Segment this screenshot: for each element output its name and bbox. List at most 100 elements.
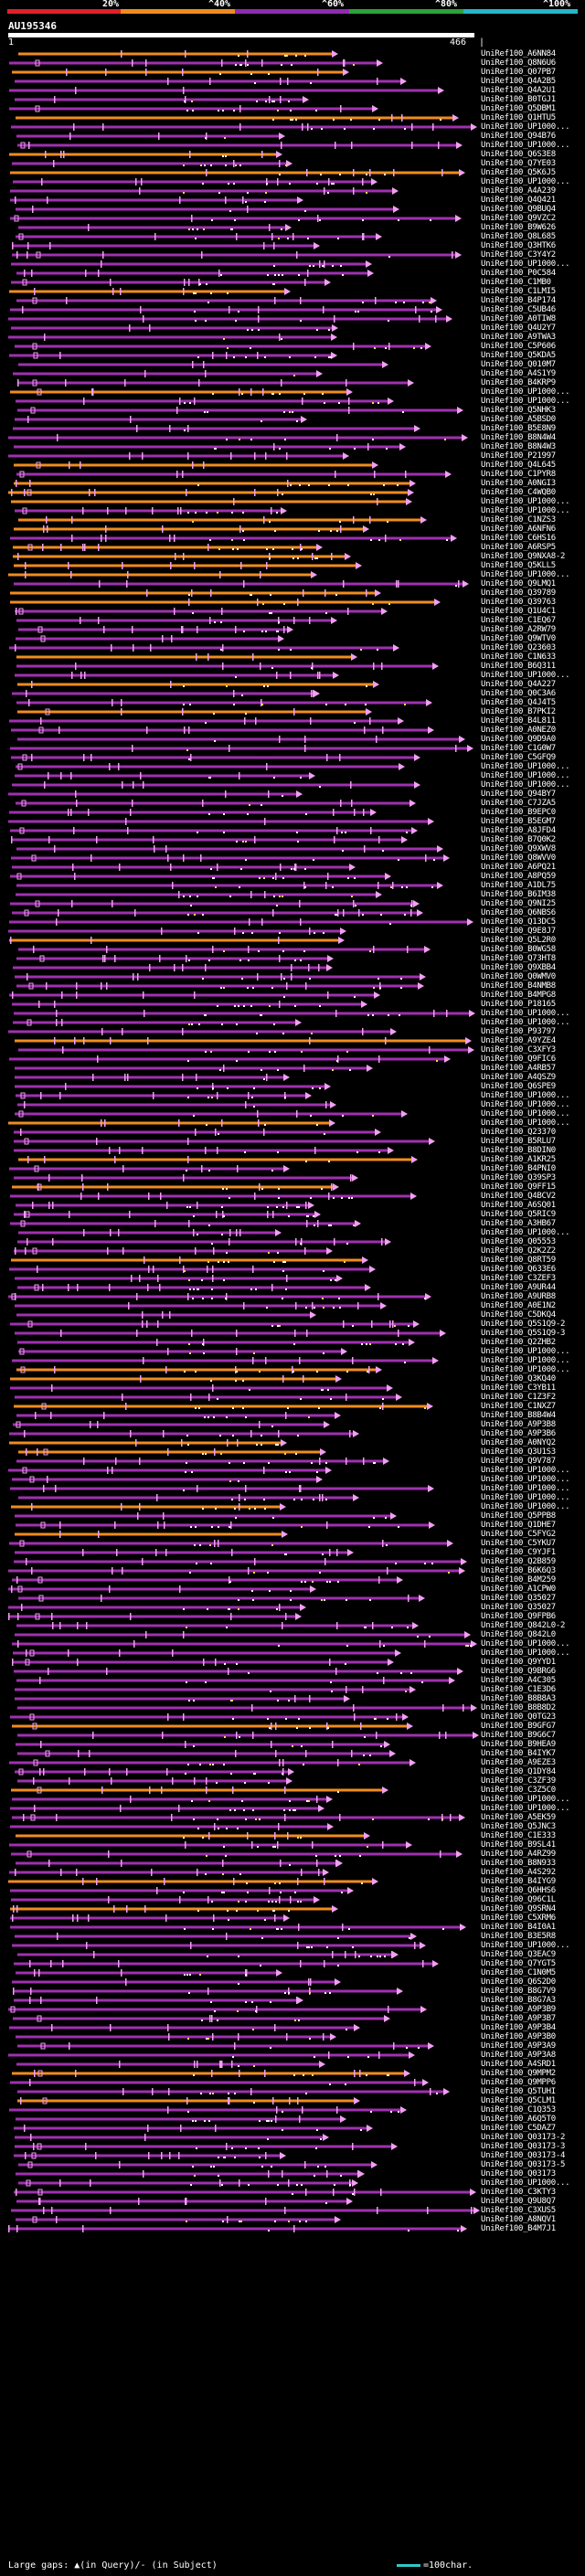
hit-label[interactable]: UniRef100_B3E5R8 [481, 1932, 556, 1941]
hit-label[interactable]: UniRef100_C1MB0 [481, 278, 551, 287]
hit-label[interactable]: UniRef100_Q73HT8 [481, 954, 556, 963]
hit-label[interactable]: UniRef100_A3HB67 [481, 1219, 556, 1228]
hit-label[interactable]: UniRef100_C1Z3F2 [481, 1393, 556, 1402]
hit-label[interactable]: UniRef100_Q03173-3 [481, 2142, 566, 2151]
hit-label[interactable]: UniRef100_Q03173-5 [481, 2160, 566, 2169]
hit-label[interactable]: UniRef100_B4MPG8 [481, 991, 556, 1000]
hit-label[interactable]: UniRef100_UP1000... [481, 1466, 570, 1475]
hit-label[interactable]: UniRef100_C5DAZ7 [481, 2124, 556, 2133]
hit-label[interactable]: UniRef100_B8N933 [481, 1859, 556, 1868]
hit-label[interactable]: UniRef100_B6Q311 [481, 662, 556, 671]
hit-label[interactable]: UniRef100_UP1000... [481, 1347, 570, 1356]
hit-label[interactable]: UniRef100_B0WG58 [481, 945, 556, 954]
hit-label[interactable]: UniRef100_Q6SPE9 [481, 1082, 556, 1091]
hit-label[interactable]: UniRef100_B8N4W3 [481, 442, 556, 451]
hit-label[interactable]: UniRef100_A6RSP5 [481, 543, 556, 552]
hit-label[interactable]: UniRef100_A6NFN6 [481, 525, 556, 534]
hit-label[interactable]: UniRef100_A0NGI3 [481, 479, 556, 488]
hit-label[interactable]: UniRef100_Q1DY84 [481, 1767, 556, 1776]
hit-label[interactable]: UniRef100_C1EQ67 [481, 616, 556, 625]
hit-label[interactable]: UniRef100_Q23370 [481, 1128, 556, 1137]
hit-label[interactable]: UniRef100_Q94BY7 [481, 790, 556, 799]
hit-label[interactable]: UniRef100_C6HS16 [481, 534, 556, 543]
hit-label[interactable]: UniRef100_A4QSZ9 [481, 1073, 556, 1082]
hit-label[interactable]: UniRef100_UP1000... [481, 1228, 570, 1237]
hit-label[interactable]: UniRef100_A9P3A9 [481, 2041, 556, 2051]
hit-label[interactable]: UniRef100_C3XUS5 [481, 2206, 556, 2215]
hit-label[interactable]: UniRef100_Q5PPB8 [481, 1511, 556, 1521]
hit-label[interactable]: UniRef100_UP1000... [481, 506, 570, 515]
hit-label[interactable]: UniRef100_A5BSD0 [481, 415, 556, 424]
hit-label[interactable]: UniRef100_Q8L685 [481, 232, 556, 241]
hit-label[interactable]: UniRef100_C5XRM6 [481, 1913, 556, 1923]
hit-label[interactable]: UniRef100_A0E1N2 [481, 1301, 556, 1310]
hit-label[interactable]: UniRef100_Q9VZC2 [481, 214, 556, 223]
hit-label[interactable]: UniRef100_UP1000... [481, 260, 570, 269]
hit-label[interactable]: UniRef100_C1G0W7 [481, 744, 556, 753]
hit-label[interactable]: UniRef100_A4RB57 [481, 1064, 556, 1073]
hit-label[interactable]: UniRef100_Q3KQ40 [481, 1374, 556, 1383]
hit-label[interactable]: UniRef100_UP1000... [481, 671, 570, 680]
hit-label[interactable]: UniRef100_B9GFG7 [481, 1722, 556, 1731]
hit-label[interactable]: UniRef100_A4A239 [481, 186, 556, 196]
hit-label[interactable]: UniRef100_Q03173-4 [481, 2151, 566, 2160]
hit-label[interactable]: UniRef100_Q9U8Q7 [481, 2197, 556, 2206]
hit-label[interactable]: UniRef100_Q5DBM1 [481, 104, 556, 113]
hit-label[interactable]: UniRef100_C3YB11 [481, 1383, 556, 1393]
hit-label[interactable]: UniRef100_Q9E8J7 [481, 927, 556, 936]
hit-label[interactable]: UniRef100_Q07PB7 [481, 68, 556, 77]
hit-label[interactable]: UniRef100_C7JZA5 [481, 799, 556, 808]
hit-label[interactable]: UniRef100_A9TWA3 [481, 333, 556, 342]
hit-label[interactable]: UniRef100_Q13DC5 [481, 917, 556, 927]
hit-label[interactable]: UniRef100_Q5JNC3 [481, 1822, 556, 1831]
hit-label[interactable]: UniRef100_A9URB8 [481, 1292, 556, 1301]
hit-label[interactable]: UniRef100_C1Q353 [481, 2105, 556, 2115]
hit-label[interactable]: UniRef100_Q4U2Y7 [481, 323, 556, 333]
hit-label[interactable]: UniRef100_Q4J4T5 [481, 698, 556, 707]
hit-label[interactable]: UniRef100_C1LMI5 [481, 287, 556, 296]
hit-label[interactable]: UniRef100_B7Q0K2 [481, 835, 556, 844]
hit-label[interactable]: UniRef100_C1N633 [481, 652, 556, 662]
hit-label[interactable]: UniRef100_Q9XWV8 [481, 844, 556, 853]
hit-label[interactable]: UniRef100_P93797 [481, 1027, 556, 1036]
hit-label[interactable]: UniRef100_Q7YE03 [481, 159, 556, 168]
hit-label[interactable]: UniRef100_A6NN84 [481, 49, 556, 58]
hit-label[interactable]: UniRef100_C5GFQ9 [481, 753, 556, 762]
hit-label[interactable]: UniRef100_B5EGM7 [481, 817, 556, 826]
hit-label[interactable]: UniRef100_C3Y4Y2 [481, 250, 556, 260]
hit-label[interactable]: UniRef100_UP1000... [481, 1493, 570, 1502]
hit-label[interactable]: UniRef100_UP1000... [481, 1502, 570, 1511]
hit-label[interactable]: UniRef100_B4IYK7 [481, 1749, 556, 1758]
hit-label[interactable]: UniRef100_UP1000... [481, 141, 570, 150]
hit-label[interactable]: UniRef100_B9HEA9 [481, 1740, 556, 1749]
hit-label[interactable]: UniRef100_Q9D9A0 [481, 735, 556, 744]
hit-label[interactable]: UniRef100_UP1000... [481, 387, 570, 397]
hit-label[interactable]: UniRef100_A9EZE3 [481, 1758, 556, 1767]
hit-label[interactable]: UniRef100_Q9BUQ4 [481, 205, 556, 214]
hit-label[interactable]: UniRef100_A1KR25 [481, 1155, 556, 1164]
hit-label[interactable]: UniRef100_P18165 [481, 1000, 556, 1009]
hit-label[interactable]: UniRef100_Q5KLL5 [481, 561, 556, 570]
hit-label[interactable]: UniRef100_Q6NBS6 [481, 908, 556, 917]
hit-label[interactable]: UniRef100_B0TGJ1 [481, 95, 556, 104]
hit-label[interactable]: UniRef100_B8DIN0 [481, 1146, 556, 1155]
hit-label[interactable]: UniRef100_B9SL41 [481, 1840, 556, 1850]
hit-label[interactable]: UniRef100_Q0WMV0 [481, 972, 556, 981]
hit-label[interactable]: UniRef100_Q842L0-2 [481, 1621, 566, 1630]
hit-label[interactable]: UniRef100_Q9YYD1 [481, 1658, 556, 1667]
hit-label[interactable]: UniRef100_Q94B76 [481, 132, 556, 141]
hit-label[interactable]: UniRef100_C1NXZ7 [481, 1402, 556, 1411]
hit-label[interactable]: UniRef100_Q6HHS6 [481, 1886, 556, 1895]
hit-label[interactable]: UniRef100_B8B4W4 [481, 1411, 556, 1420]
hit-label[interactable]: UniRef100_B8B8A3 [481, 1694, 556, 1703]
hit-label[interactable]: UniRef100_UP1000... [481, 397, 570, 406]
hit-label[interactable]: UniRef100_C1PYR8 [481, 470, 556, 479]
hit-label[interactable]: UniRef100_Q3EAC9 [481, 1950, 556, 1959]
hit-label[interactable]: UniRef100_UP1000... [481, 1648, 570, 1658]
hit-label[interactable]: UniRef100_A4S1Y9 [481, 369, 556, 378]
hit-label[interactable]: UniRef100_A4SRD1 [481, 2060, 556, 2069]
hit-label[interactable]: UniRef100_Q9SRN4 [481, 1904, 556, 1913]
hit-label[interactable]: UniRef100_A6PQ21 [481, 863, 556, 872]
hit-label[interactable]: UniRef100_B5RLU7 [481, 1137, 556, 1146]
hit-label[interactable]: UniRef100_Q4L645 [481, 461, 556, 470]
